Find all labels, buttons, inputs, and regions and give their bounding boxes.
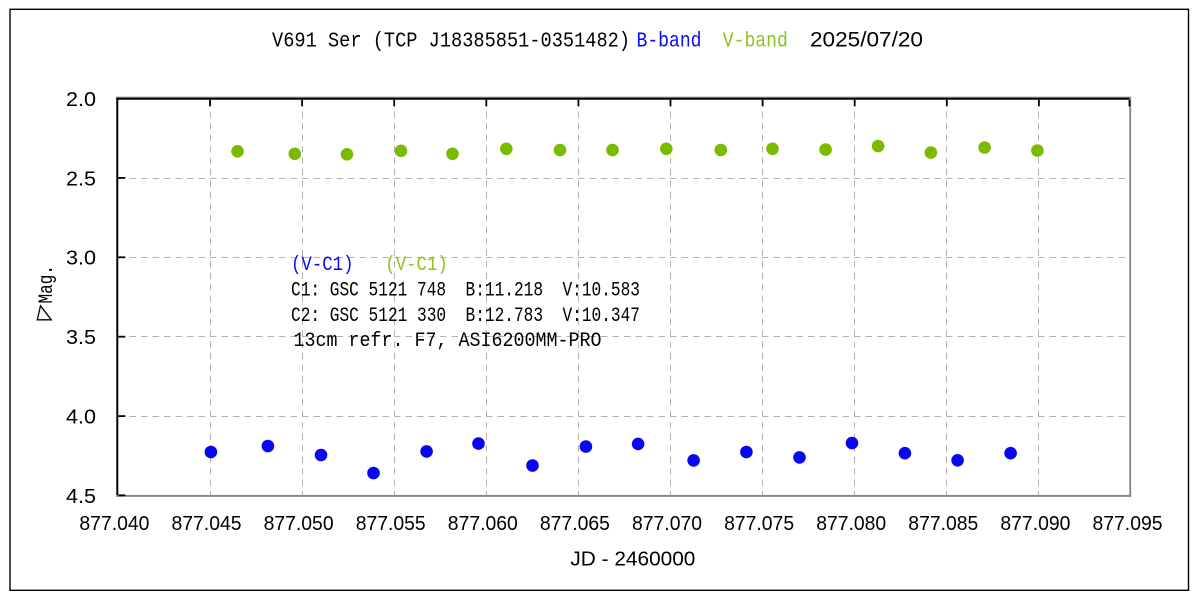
svg-text:877.045: 877.045 bbox=[172, 513, 242, 535]
svg-text:V691 Ser (TCP J18385851-035148: V691 Ser (TCP J18385851-0351482) bbox=[272, 30, 630, 53]
svg-text:877.090: 877.090 bbox=[1000, 513, 1070, 535]
svg-text:Mag.: Mag. bbox=[36, 265, 59, 304]
svg-text:2.5: 2.5 bbox=[66, 168, 96, 190]
svg-text:B-band: B-band bbox=[637, 30, 702, 53]
svg-text:(V-C1): (V-C1) bbox=[385, 254, 448, 277]
svg-text:877.070: 877.070 bbox=[632, 513, 702, 535]
svg-text:877.075: 877.075 bbox=[724, 513, 794, 535]
svg-text:877.055: 877.055 bbox=[356, 513, 426, 535]
svg-text:877.080: 877.080 bbox=[816, 513, 886, 535]
svg-text:877.085: 877.085 bbox=[908, 513, 978, 535]
svg-text:V-band: V-band bbox=[723, 30, 788, 53]
svg-text:877.060: 877.060 bbox=[448, 513, 518, 535]
svg-text:877.050: 877.050 bbox=[264, 513, 334, 535]
svg-text:C1: GSC 5121 748 B:11.218 V:: C1: GSC 5121 748 B:11.218 V:10.583 bbox=[291, 280, 640, 303]
svg-text:13cm refr. F7, ASI6200MM-PRO: 13cm refr. F7, ASI6200MM-PRO bbox=[294, 330, 602, 353]
svg-text:4.0: 4.0 bbox=[66, 407, 96, 429]
svg-text:2.0: 2.0 bbox=[66, 89, 96, 111]
svg-text:877.095: 877.095 bbox=[1093, 513, 1163, 535]
svg-text:877.040: 877.040 bbox=[79, 513, 149, 535]
svg-text:C2: GSC 5121 330 B:12.783 V:: C2: GSC 5121 330 B:12.783 V:10.347 bbox=[291, 305, 640, 328]
svg-text:2025/07/20: 2025/07/20 bbox=[810, 28, 923, 51]
svg-text:3.0: 3.0 bbox=[66, 248, 96, 270]
svg-text:3.5: 3.5 bbox=[66, 327, 96, 349]
svg-text:(V-C1): (V-C1) bbox=[291, 254, 354, 277]
svg-text:JD - 2460000: JD - 2460000 bbox=[570, 549, 695, 571]
svg-text:4.5: 4.5 bbox=[66, 486, 96, 508]
svg-text:877.065: 877.065 bbox=[540, 513, 610, 535]
